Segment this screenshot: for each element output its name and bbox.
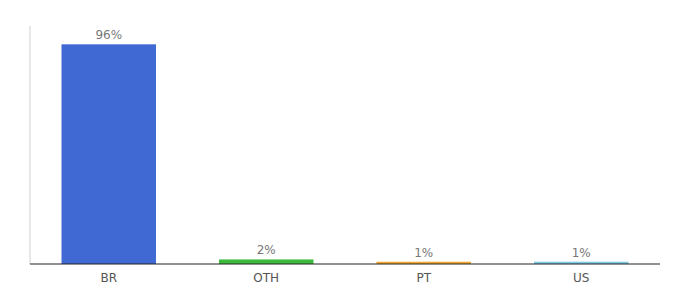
x-tick-label: PT — [416, 271, 431, 285]
chart-svg: BR OTH PT US 96% 2% 1% 1% — [0, 0, 680, 300]
bar — [62, 44, 157, 264]
y-axis-line — [30, 26, 31, 264]
bar — [219, 259, 314, 264]
data-label: 96% — [95, 28, 122, 42]
x-axis-line — [30, 263, 660, 264]
bars — [62, 44, 629, 264]
x-tick-label: OTH — [253, 271, 279, 285]
data-label: 2% — [257, 243, 276, 257]
data-label: 1% — [572, 246, 591, 260]
data-label: 1% — [414, 246, 433, 260]
x-tick-label: US — [573, 271, 589, 285]
x-tick-label: BR — [100, 271, 117, 285]
chart-container: BR OTH PT US 96% 2% 1% 1% — [0, 0, 680, 300]
